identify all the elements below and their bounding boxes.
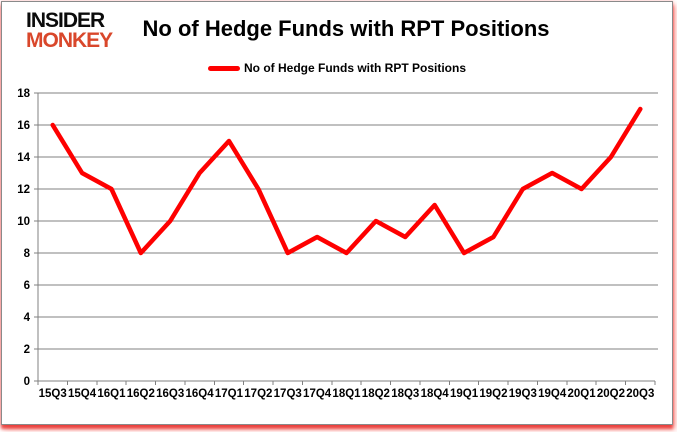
x-axis-tick-label: 15Q3 — [39, 388, 67, 400]
y-axis-tick-label: 16 — [17, 120, 30, 132]
x-axis-tick-label: 16Q2 — [127, 388, 155, 400]
y-axis-tick-label: 10 — [17, 216, 30, 228]
insider-monkey-logo: INSIDER MONKEY — [26, 9, 113, 52]
y-axis-tick-label: 6 — [24, 280, 30, 292]
x-axis-tick-label: 16Q3 — [156, 388, 184, 400]
x-axis-tick-label: 15Q4 — [68, 388, 97, 400]
x-axis-tick-label: 19Q1 — [450, 388, 479, 400]
y-axis-tick-label: 0 — [24, 376, 30, 388]
x-axis-tick-label: 20Q3 — [626, 388, 654, 400]
legend-label: No of Hedge Funds with RPT Positions — [244, 61, 466, 75]
x-axis-tick-label: 17Q1 — [215, 388, 244, 400]
y-axis-tick-label: 4 — [24, 312, 31, 324]
y-axis-tick-label: 12 — [17, 184, 30, 196]
x-axis-tick-label: 17Q2 — [244, 388, 272, 400]
x-axis-tick-label: 20Q2 — [597, 388, 625, 400]
x-axis-tick-label: 18Q4 — [421, 388, 450, 400]
y-axis-tick-label: 2 — [24, 344, 30, 356]
x-axis-tick-label: 17Q3 — [274, 388, 302, 400]
legend: No of Hedge Funds with RPT Positions — [2, 61, 672, 75]
x-axis-tick-label: 20Q1 — [567, 388, 596, 400]
y-axis-tick-label: 8 — [24, 248, 31, 260]
x-axis-tick-label: 19Q2 — [479, 388, 507, 400]
chart-title: No of Hedge Funds with RPT Positions — [142, 16, 550, 41]
x-axis-tick-label: 18Q3 — [391, 388, 419, 400]
legend-line-marker — [208, 65, 240, 71]
chart-panel: INSIDER MONKEY No of Hedge Funds with RP… — [1, 1, 673, 425]
x-axis-tick-label: 17Q4 — [303, 388, 332, 400]
x-axis-tick-label: 19Q3 — [509, 388, 537, 400]
y-axis-tick-label: 18 — [17, 88, 30, 100]
x-axis-tick-label: 18Q2 — [362, 388, 390, 400]
x-axis-tick-label: 18Q1 — [332, 388, 361, 400]
x-axis-tick-label: 19Q4 — [538, 388, 567, 400]
x-axis-tick-label: 16Q1 — [97, 388, 126, 400]
logo-line-monkey: MONKEY — [26, 28, 113, 52]
y-axis-tick-label: 14 — [17, 152, 30, 164]
data-series-line — [50, 106, 643, 256]
logo-line-insider: INSIDER — [26, 9, 105, 32]
x-axis-tick-label: 16Q4 — [186, 388, 215, 400]
